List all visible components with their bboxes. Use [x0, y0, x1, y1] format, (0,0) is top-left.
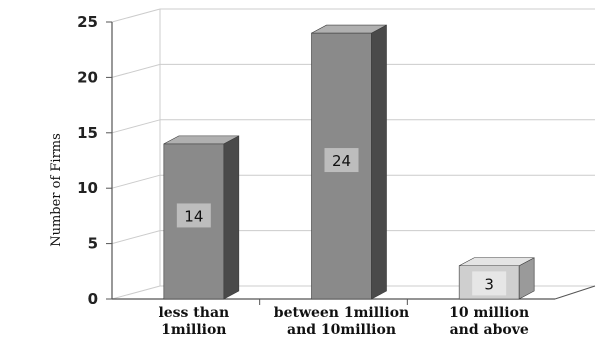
bar-side: [371, 24, 387, 300]
y-tick-label: 5: [88, 235, 98, 253]
y-axis-title: Number of Firms: [49, 133, 64, 247]
y-tick-label: 15: [77, 124, 98, 142]
data-label: 3: [484, 275, 494, 293]
floor-right-edge: [554, 285, 596, 300]
x-category-label-line: 10 million: [449, 305, 529, 321]
x-category-label: between 1million and 10million: [274, 305, 409, 338]
x-category-label-line: and 10million: [287, 322, 396, 338]
y-tick-label: 10: [77, 179, 98, 197]
y-tick-label: 25: [77, 13, 98, 31]
bar: 3: [458, 257, 535, 300]
data-label: 14: [184, 207, 203, 225]
gridline-side: [111, 8, 161, 23]
x-category-label-line: 1million: [161, 322, 226, 338]
gridline-side: [111, 119, 161, 134]
bar-top: [311, 24, 387, 34]
bar-top: [163, 135, 239, 145]
data-label-box: [472, 271, 507, 296]
gridline-side: [111, 63, 161, 78]
x-category-label-line: less than: [158, 305, 229, 321]
y-tick-labels: 0 5 10 15 20 25: [77, 13, 98, 308]
data-label-box: [324, 148, 359, 173]
category-labels: less than 1million between 1million and 10m…: [158, 305, 529, 338]
gridline-side: [111, 285, 161, 300]
bars: 14 24 3: [163, 24, 535, 300]
gridline-side: [111, 174, 161, 189]
y-tick-label: 0: [88, 290, 98, 308]
bar: 24: [311, 24, 387, 300]
x-category-label: less than 1million: [158, 305, 229, 338]
data-label: 24: [332, 152, 351, 170]
x-category-label-line: and above: [450, 322, 529, 338]
gridline-side: [111, 230, 161, 245]
data-label-box: [176, 203, 211, 228]
bar-side: [223, 135, 240, 300]
bar: 14: [163, 135, 240, 300]
x-category-label-line: between 1million: [274, 305, 409, 321]
y-tick-label: 20: [77, 68, 98, 86]
x-category-label: 10 million and above: [449, 305, 529, 338]
bar-top: [459, 257, 535, 267]
